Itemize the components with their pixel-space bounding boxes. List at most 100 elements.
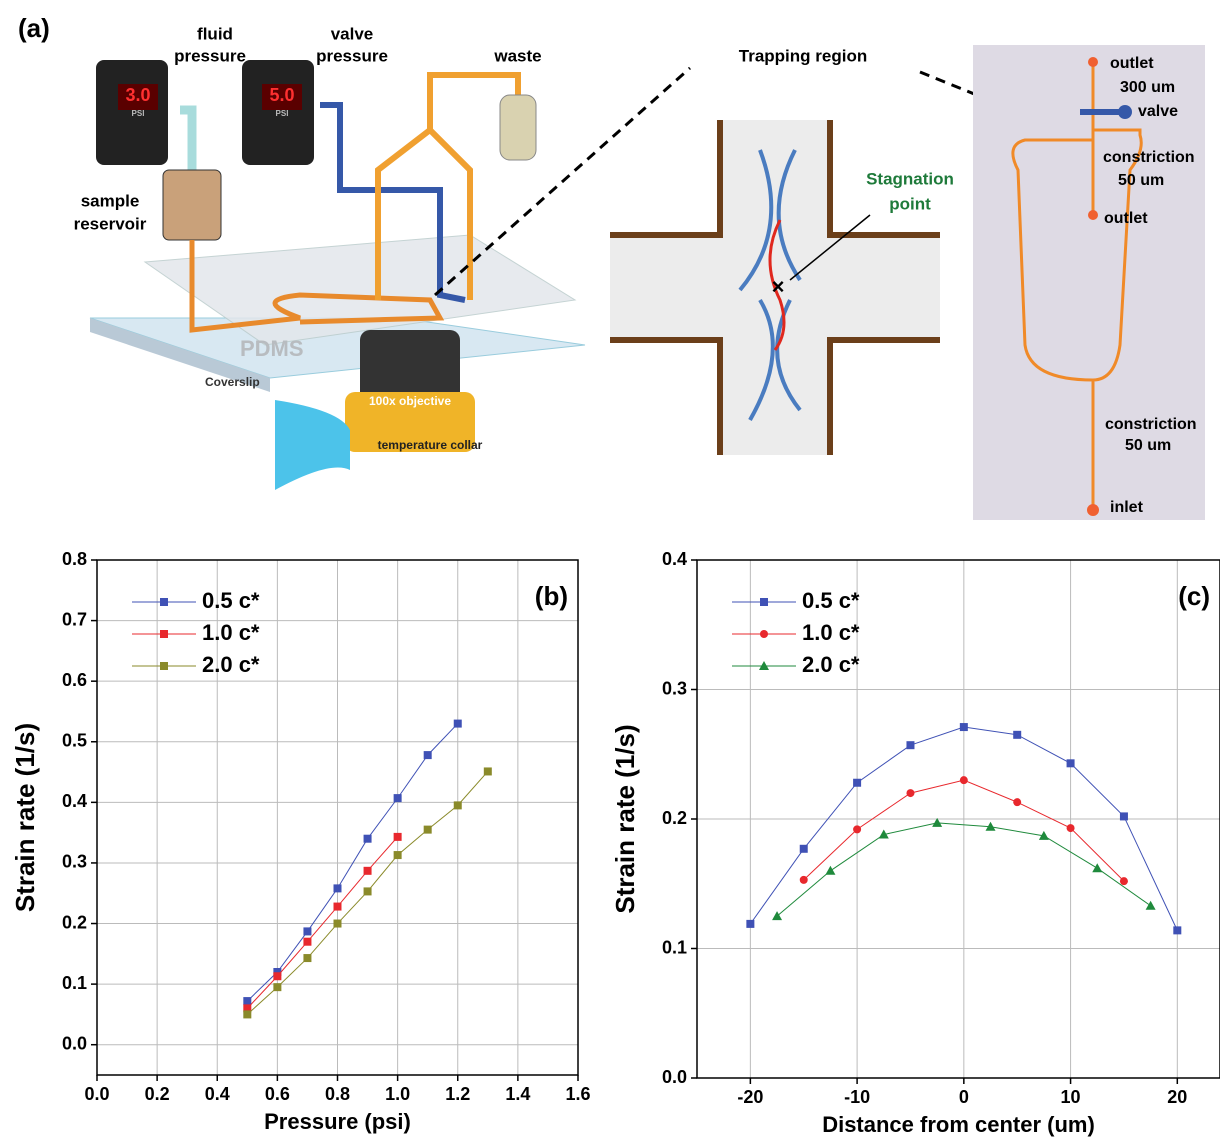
marker (1119, 812, 1128, 821)
x-marker: × (772, 274, 785, 299)
marker (853, 778, 862, 787)
hose (275, 400, 350, 490)
chip-photo (973, 45, 1205, 520)
marker (760, 630, 768, 638)
coverslip-edge (90, 318, 270, 392)
legend-label: 2.0 c* (202, 652, 260, 677)
label: point (889, 194, 931, 213)
y-tick-label: 0.0 (662, 1067, 687, 1087)
x-tick-label: 1.0 (385, 1084, 410, 1104)
marker (760, 598, 768, 606)
marker (333, 919, 342, 928)
x-tick-label: 20 (1167, 1087, 1187, 1107)
y-tick-label: 0.1 (62, 973, 87, 993)
label: inlet (1110, 499, 1144, 516)
marker (1013, 730, 1022, 739)
x-tick-label: 10 (1061, 1087, 1081, 1107)
y-tick-label: 0.5 (62, 731, 87, 751)
series-line (246, 723, 459, 1002)
gauge-display (262, 84, 302, 110)
marker (799, 875, 808, 884)
port (1087, 504, 1099, 516)
legend-label: 1.0 c* (802, 620, 860, 645)
y-tick-label: 0.3 (662, 678, 687, 698)
y-tick-label: 0.2 (62, 912, 87, 932)
label: 100x objective (369, 394, 451, 408)
gauge-display (118, 84, 158, 110)
x-tick-label: 1.4 (505, 1084, 530, 1104)
marker (1066, 824, 1075, 833)
pointer (789, 214, 871, 281)
chip-channel (1011, 60, 1143, 510)
marker (1173, 926, 1182, 935)
marker (303, 954, 312, 963)
zoom-line (434, 66, 691, 297)
marker (333, 902, 342, 911)
marker (423, 751, 432, 760)
marker (1013, 798, 1022, 807)
marker (363, 887, 372, 896)
valve-tube (320, 102, 466, 303)
y-tick-label: 0.7 (62, 609, 87, 629)
tube (180, 105, 197, 170)
marker (160, 630, 168, 638)
x-axis-label: Distance from center (um) (822, 1112, 1095, 1137)
marker (243, 1004, 252, 1013)
label: Trapping region (739, 46, 867, 65)
marker (825, 865, 836, 875)
port (1088, 210, 1098, 220)
marker (160, 662, 168, 670)
marker (303, 927, 312, 936)
channel-wall (610, 120, 940, 455)
x-tick-label: 0.6 (265, 1084, 290, 1104)
y-axis-label: Strain rate (1/s) (10, 723, 40, 912)
label: fluid (197, 24, 233, 43)
valve-port (1118, 105, 1132, 119)
label: Coverslip (205, 375, 260, 389)
y-tick-label: 0.8 (62, 549, 87, 569)
label: valve (1138, 103, 1178, 120)
x-tick-label: 0.2 (145, 1084, 170, 1104)
marker (363, 834, 372, 843)
gauge-unit: PSI (132, 109, 145, 118)
polymer (768, 219, 786, 351)
marker (483, 767, 492, 776)
y-tick-label: 0.0 (62, 1033, 87, 1053)
marker (878, 829, 889, 839)
polymer (738, 149, 802, 421)
legend-label: 0.5 c* (202, 588, 260, 613)
label: sample (81, 191, 140, 210)
marker (273, 983, 282, 992)
reservoir (162, 169, 222, 241)
gauge-value: 5.0 (269, 85, 294, 105)
marker (393, 851, 402, 860)
panel-label: (a) (18, 13, 50, 43)
label: PDMS (240, 336, 304, 361)
x-tick-label: 0.8 (325, 1084, 350, 1104)
x-tick-label: 1.2 (445, 1084, 470, 1104)
channel (189, 240, 445, 333)
marker (906, 741, 915, 750)
collar (345, 392, 475, 452)
gauge-unit: PSI (276, 109, 289, 118)
marker (393, 832, 402, 841)
marker (423, 825, 432, 834)
waste-tube-vial (499, 94, 537, 161)
marker (273, 972, 282, 981)
marker (243, 1010, 252, 1019)
x-tick-label: 1.6 (565, 1084, 590, 1104)
label: pressure (174, 46, 246, 65)
marker (1066, 759, 1075, 768)
label: outlet (1104, 210, 1148, 227)
port (1088, 57, 1098, 67)
marker (985, 821, 996, 831)
marker (393, 794, 402, 803)
label: constriction (1103, 149, 1195, 166)
marker (453, 801, 462, 810)
marker (363, 866, 372, 875)
y-tick-label: 0.4 (662, 549, 687, 569)
plot-frame (696, 559, 1220, 1079)
x-tick-label: 0.0 (84, 1084, 109, 1104)
y-tick-label: 0.6 (62, 670, 87, 690)
